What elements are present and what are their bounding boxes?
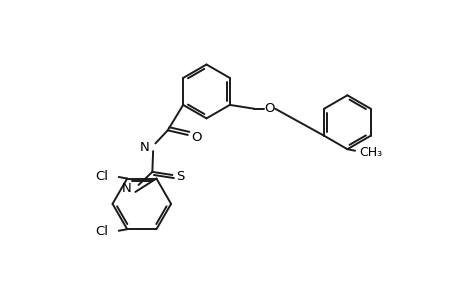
- Text: N: N: [139, 141, 149, 154]
- Text: N: N: [122, 182, 131, 195]
- Text: Cl: Cl: [95, 170, 108, 183]
- Text: O: O: [264, 102, 274, 115]
- Text: S: S: [176, 170, 184, 183]
- Text: O: O: [191, 131, 202, 144]
- Text: Cl: Cl: [95, 225, 108, 238]
- Text: CH₃: CH₃: [358, 146, 381, 159]
